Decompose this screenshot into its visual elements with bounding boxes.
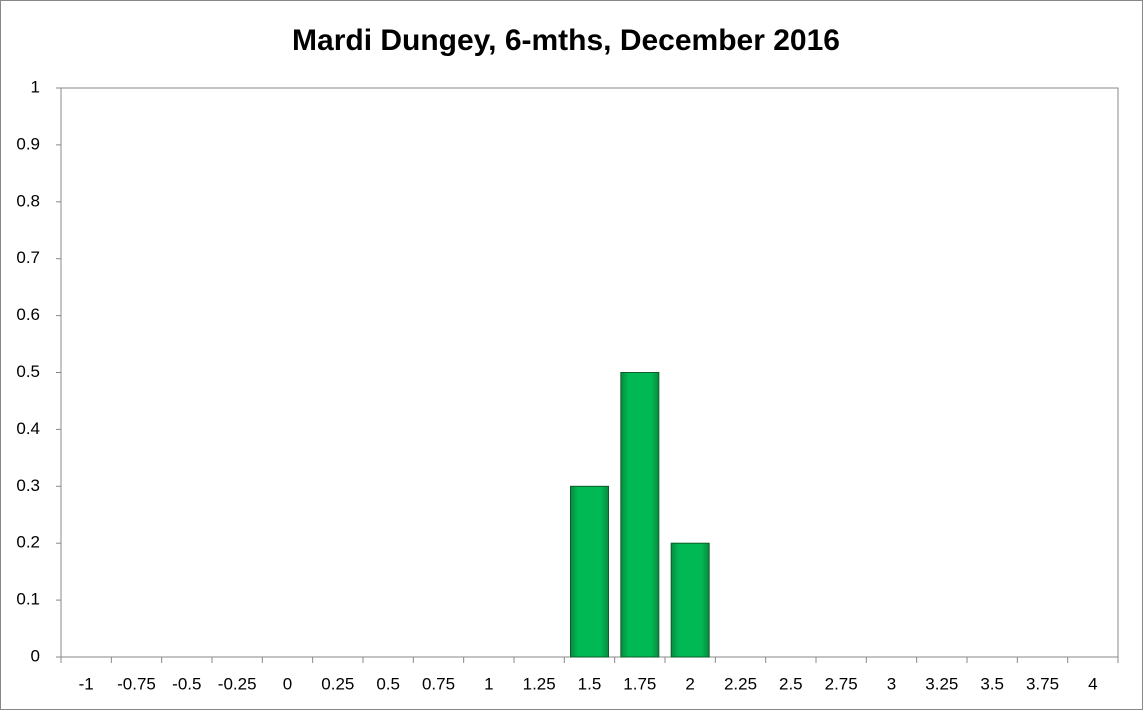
x-tick-label: 3.5 <box>980 674 1004 693</box>
y-tick-label: 0.2 <box>16 533 40 552</box>
x-tick-label: 0.75 <box>422 674 455 693</box>
x-tick-label: -0.5 <box>172 674 201 693</box>
x-tick-label: 1.5 <box>578 674 602 693</box>
chart-title: Mardi Dungey, 6-mths, December 2016 <box>292 24 840 57</box>
y-tick-label: 0.1 <box>16 590 40 609</box>
y-tick-label: 0.8 <box>16 191 40 210</box>
y-tick-label: 0.7 <box>16 248 40 267</box>
bar <box>670 542 710 658</box>
y-tick-label: 0.9 <box>16 134 40 153</box>
x-tick-label: 4 <box>1088 674 1097 693</box>
x-tick-label: 2 <box>685 674 694 693</box>
x-tick-label: 0.5 <box>376 674 400 693</box>
x-tick-label: 0.25 <box>321 674 354 693</box>
y-tick-label: 0.5 <box>16 362 40 381</box>
y-tick-label: 0.4 <box>16 419 40 438</box>
y-tick-label: 0.6 <box>16 305 40 324</box>
x-tick-label: 0 <box>283 674 292 693</box>
x-tick-label: 3.75 <box>1026 674 1059 693</box>
x-tick-label: 3.25 <box>925 674 958 693</box>
y-tick-label: 0.3 <box>16 476 40 495</box>
x-tick-label: -0.75 <box>117 674 156 693</box>
x-tick-label: 1 <box>484 674 493 693</box>
x-tick-label: 1.25 <box>523 674 556 693</box>
bar <box>620 372 660 658</box>
x-tick-label: 3 <box>887 674 896 693</box>
x-tick-label: 2.75 <box>825 674 858 693</box>
x-tick-label: 1.75 <box>623 674 656 693</box>
y-tick-label: 1 <box>31 77 40 96</box>
x-tick-label: 2.25 <box>724 674 757 693</box>
x-tick-label: -0.25 <box>218 674 257 693</box>
x-tick-label: 2.5 <box>779 674 803 693</box>
x-tick-label: -1 <box>79 674 94 693</box>
y-tick-label: 0 <box>31 646 40 665</box>
bar <box>570 485 609 658</box>
